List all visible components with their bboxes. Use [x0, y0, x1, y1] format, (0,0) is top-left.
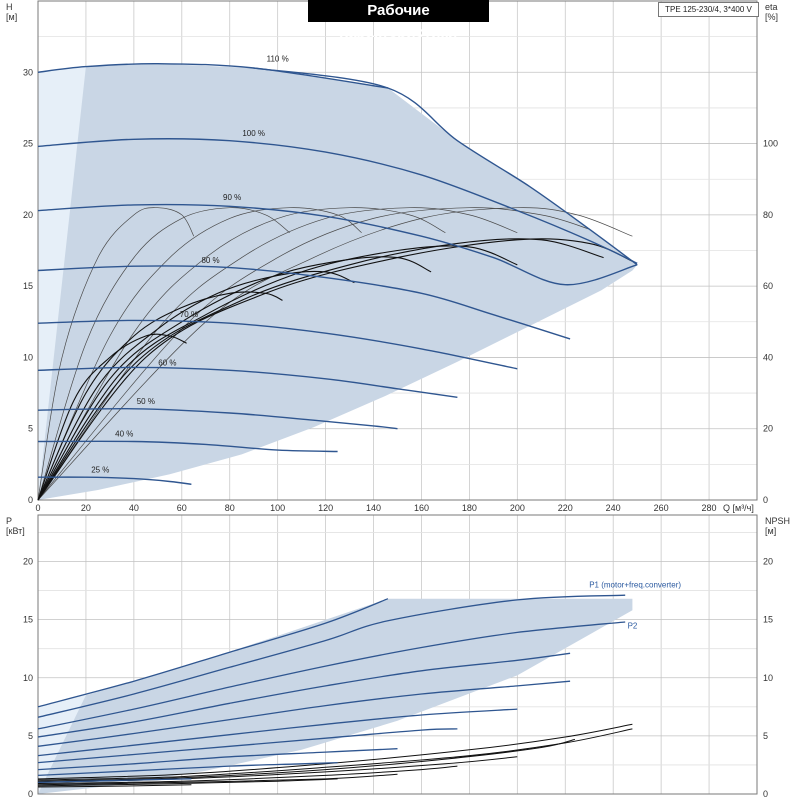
power-curve [37, 708, 518, 757]
npsh-curve [37, 773, 398, 786]
head-speed-curve [37, 203, 638, 286]
power-y-axis-label: P [6, 516, 12, 526]
npsh-curve [37, 723, 633, 780]
power-plot-frame [37, 514, 758, 795]
head-y2-tick-label: 60 [763, 281, 773, 291]
power-curve [37, 594, 626, 718]
head-y-tick-label: 0 [28, 495, 33, 505]
head-speed-curve [37, 366, 458, 398]
head-y2-tick-label: 20 [763, 424, 773, 434]
head-x-tick-label: 120 [318, 503, 333, 513]
power-curve [37, 621, 626, 730]
head-x-tick-label: 80 [225, 503, 235, 513]
head-operating-envelope [38, 63, 638, 500]
head-speed-curve [37, 138, 638, 264]
head-x-tick-label: 140 [366, 503, 381, 513]
power-y-tick-label: 20 [23, 557, 33, 567]
power-y2-tick-label: 5 [763, 731, 768, 741]
head-x-tick-label: 260 [654, 503, 669, 513]
power-y-axis-label: [кВт] [6, 526, 25, 536]
eta-curve [37, 207, 446, 501]
npsh-curve [37, 728, 633, 781]
npsh-curve [37, 738, 576, 782]
power-y2-tick-label: 10 [763, 673, 773, 683]
head-y-tick-label: 5 [28, 424, 33, 434]
p1-series-label: P1 (motor+freq.converter) [589, 581, 681, 590]
head-x-tick-label: 20 [81, 503, 91, 513]
head-x-tick-label: 280 [702, 503, 717, 513]
power-y2-axis-label: NPSH [765, 516, 790, 526]
head-y-axis-label: [м] [6, 12, 17, 22]
head-speed-curve [37, 408, 398, 430]
speed-label: 60 % [158, 358, 176, 367]
npsh-curve [37, 778, 338, 787]
npsh-curve [37, 765, 458, 784]
speed-label: 70 % [180, 310, 198, 319]
speed-label: 50 % [137, 397, 155, 406]
head-x-tick-label: 200 [510, 503, 525, 513]
head-y-tick-label: 30 [23, 67, 33, 77]
head-speed-curve [37, 62, 389, 89]
npsh-curve [37, 784, 192, 788]
head-speed-curve [37, 319, 518, 370]
head-speed-curve [37, 265, 571, 340]
head-y2-tick-label: 0 [763, 495, 768, 505]
speed-label: 110 % [267, 55, 289, 64]
head-envelope-edge [253, 67, 638, 266]
head-y2-tick-label: 80 [763, 210, 773, 220]
power-y2-tick-label: 15 [763, 615, 773, 625]
head-x-tick-label: 220 [558, 503, 573, 513]
head-x-tick-label: 160 [414, 503, 429, 513]
power-y2-tick-label: 0 [763, 789, 768, 799]
head-y2-tick-label: 100 [763, 139, 778, 149]
head-x-axis-label: Q [м³/ч] [723, 503, 754, 513]
eta-curve [37, 207, 195, 501]
power-y-tick-label: 10 [23, 673, 33, 683]
power-curve [37, 748, 398, 771]
head-x-tick-label: 100 [270, 503, 285, 513]
eta-curve [37, 207, 590, 501]
head-y-tick-label: 15 [23, 281, 33, 291]
speed-label: 80 % [201, 256, 219, 265]
eta-curve [37, 238, 633, 501]
power-y2-tick-label: 20 [763, 557, 773, 567]
head-y-axis-label: H [6, 2, 13, 12]
head-x-tick-label: 240 [606, 503, 621, 513]
speed-label: 100 % [242, 129, 265, 138]
head-y-tick-label: 20 [23, 210, 33, 220]
power-curve [37, 652, 571, 738]
head-x-tick-label: 0 [35, 503, 40, 513]
pump-model-label: TPE 125-230/4, 3*400 V [658, 2, 759, 17]
power-curve [37, 598, 389, 708]
power-curve [37, 728, 458, 764]
eta-curve [37, 256, 432, 501]
power-operating-envelope [38, 598, 633, 794]
head-y-tick-label: 10 [23, 352, 33, 362]
power-curve [37, 761, 338, 777]
power-curve [37, 778, 192, 784]
speed-label: 25 % [91, 465, 109, 474]
speed-label: 90 % [223, 193, 241, 202]
head-y-tick-label: 25 [23, 139, 33, 149]
p2-series-label: P2 [628, 621, 638, 630]
head-x-tick-label: 60 [177, 503, 187, 513]
head-speed-curve [37, 440, 338, 453]
head-x-tick-label: 180 [462, 503, 477, 513]
power-curve [37, 680, 571, 747]
power-y-tick-label: 15 [23, 615, 33, 625]
head-min-speed-region [38, 66, 86, 500]
head-speed-curve [37, 476, 192, 485]
power-y-tick-label: 5 [28, 731, 33, 741]
head-y2-tick-label: 40 [763, 352, 773, 362]
speed-label: 40 % [115, 430, 133, 439]
head-y2-axis-label: [%] [765, 12, 778, 22]
chart-title: Рабочие характеристики [308, 0, 489, 41]
head-x-tick-label: 40 [129, 503, 139, 513]
power-y-tick-label: 0 [28, 789, 33, 799]
eta-curve [37, 207, 290, 501]
power-y2-axis-label: [м] [765, 526, 776, 536]
head-y2-axis-label: eta [765, 2, 778, 12]
